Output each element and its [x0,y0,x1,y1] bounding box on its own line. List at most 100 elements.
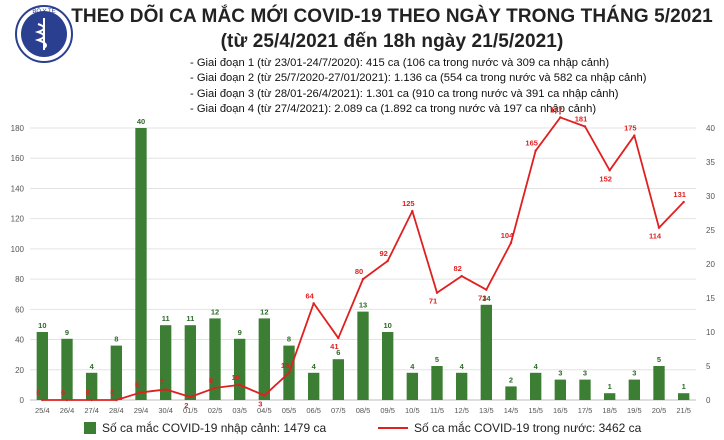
line-data-label: 2 [184,401,188,410]
y-left-tick-label: 80 [15,275,24,284]
line-point [608,169,611,172]
bar-data-label: 14 [482,294,491,303]
phase-1-text: - Giai đoạn 1 (từ 23/01-24/7/2020): 415 … [190,57,610,69]
x-tick-label: 02/5 [208,406,223,415]
bar-data-label: 12 [260,307,268,316]
bar-data-label: 10 [38,321,46,330]
x-tick-label: 09/5 [380,406,395,415]
bar-data-label: 2 [509,375,513,384]
bar-imported [431,366,443,400]
line-data-label: 80 [355,267,363,276]
y-right-tick-label: 25 [706,226,715,235]
bar-imported [406,372,419,400]
bar-imported [307,372,320,400]
line-data-label: 82 [453,264,461,273]
x-tick-label: 13/5 [479,406,494,415]
x-tick-label: 19/5 [627,406,642,415]
bar-data-label: 9 [65,328,69,337]
bar-imported [184,325,197,400]
line-data-label: 0 [36,388,40,397]
bar-imported [209,318,221,400]
x-tick-label: 07/5 [331,406,346,415]
bar-data-label: 1 [682,382,686,391]
x-tick-label: 30/4 [158,406,173,415]
bar-imported [505,386,517,400]
bar-imported [135,128,147,400]
line-point [287,371,291,374]
y-left-tick-label: 40 [15,336,24,345]
legend-bar-label: Số ca mắc COVID-19 nhập cảnh: 1479 ca [102,421,327,435]
line-data-label: 0 [61,388,65,397]
line-point [41,398,44,402]
bar-imported [480,304,493,400]
bar-data-label: 8 [114,335,118,344]
bar-imported [36,332,49,400]
line-point [164,388,167,391]
y-left-tick-label: 60 [15,305,24,314]
line-data-label: 152 [599,174,612,183]
y-right-tick-label: 0 [706,396,711,405]
legend-line-label: Số ca mắc COVID-19 trong nước: 3462 ca [414,421,642,435]
bar-data-label: 6 [336,348,340,357]
phase-summary-list: - Giai đoạn 1 (từ 23/01-24/7/2020): 415 … [190,56,646,117]
line-data-label: 18 [281,361,289,370]
bar-data-label: 40 [137,117,145,126]
bar-imported [110,345,123,400]
line-point [411,209,414,213]
line-data-label: 125 [402,199,415,208]
y-right-tick-label: 15 [706,294,715,303]
legend-item-domestic: Số ca mắc COVID-19 trong nước: 3462 ca [378,421,641,435]
bar-data-label: 11 [162,314,170,323]
x-tick-label: 17/5 [578,406,593,415]
bar-data-label: 13 [359,301,367,310]
line-data-label: 41 [330,342,338,351]
chart-subtitle: (từ 25/4/2021 đến 18h ngày 21/5/2021) [220,31,564,52]
line-data-label: 0 [110,388,114,397]
bar-data-label: 8 [287,335,291,344]
bar-data-label: 5 [435,355,439,364]
bar-data-label: 4 [312,362,317,371]
y-right-tick-label: 5 [706,362,711,371]
y-left-tick-label: 160 [11,154,25,163]
bar-data-label: 10 [383,321,391,330]
line-data-label: 10 [231,373,239,382]
bar-data-label: 3 [583,369,587,378]
legend-item-imported: Số ca mắc COVID-19 nhập cảnh: 1479 ca [84,421,326,435]
x-tick-label: 08/5 [356,406,371,415]
x-tick-label: 26/4 [60,406,75,415]
x-tick-label: 04/5 [257,406,272,415]
x-tick-label: 03/5 [232,406,247,415]
bar-data-label: 4 [460,362,465,371]
line-data-label: 0 [86,388,90,397]
line-point [189,395,192,399]
x-tick-label: 05/5 [282,406,297,415]
phase-4-text: - Giai đoạn 4 (từ 27/4/2021): 2.089 ca (… [190,102,597,115]
x-tick-label: 01/5 [183,406,198,415]
bar-data-label: 1 [608,382,612,391]
line-data-label: 187 [550,105,563,114]
line-point [509,241,513,245]
bar-imported [455,372,468,400]
legend-bar-swatch [84,422,96,434]
x-tick-label: 18/5 [602,406,617,415]
line-point [460,274,463,278]
line-data-label: 104 [501,231,514,240]
line-point [115,398,118,402]
line-point [337,336,340,340]
y-left-tick-label: 20 [15,366,24,375]
x-tick-label: 27/4 [84,406,99,415]
bar-data-label: 11 [186,314,194,323]
y-left-tick-label: 0 [20,396,25,405]
line-data-label: 3 [258,399,262,408]
line-data-label: 92 [379,249,387,258]
line-data-label: 165 [525,139,538,148]
bar-imported [159,325,172,400]
line-data-label: 73 [478,294,486,303]
line-data-label: 7 [160,377,164,386]
bar-data-label: 4 [90,362,95,371]
x-tick-label: 14/5 [504,406,519,415]
chart-legend: Số ca mắc COVID-19 nhập cảnh: 1479 ca Số… [0,418,724,440]
x-tick-label: 28/4 [109,406,124,415]
line-point [312,302,315,305]
line-data-label: 71 [429,297,437,306]
